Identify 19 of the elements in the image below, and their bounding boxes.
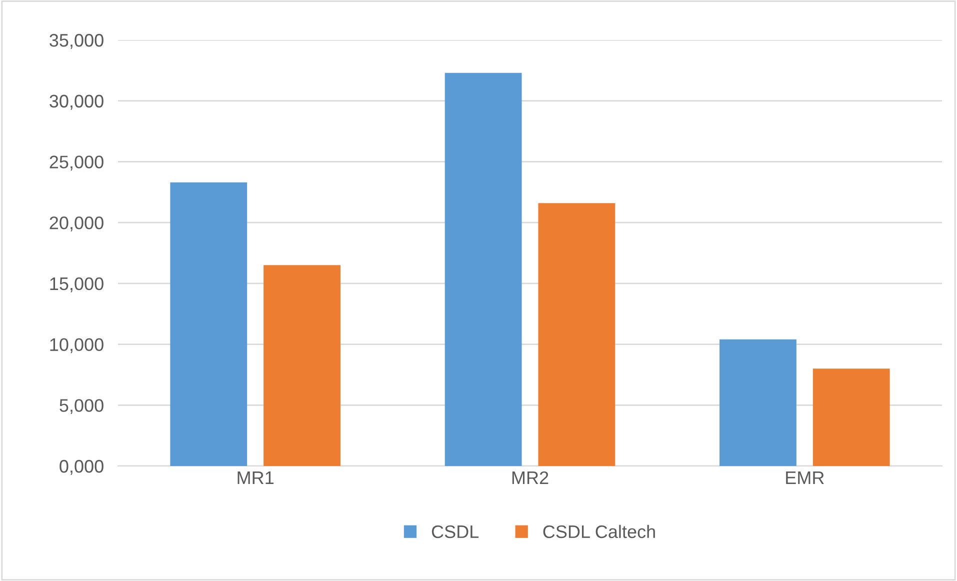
y-tick-label: 0,000 bbox=[60, 460, 104, 475]
x-tick-label: MR1 bbox=[238, 472, 274, 484]
legend-label: CSDL Caltech bbox=[543, 524, 655, 538]
y-tick-label: 25,000 bbox=[50, 156, 104, 171]
y-tick-label: 5,000 bbox=[60, 399, 104, 414]
bar bbox=[170, 182, 248, 466]
y-tick-label: 20,000 bbox=[50, 216, 104, 232]
y-tick-label: 35,000 bbox=[50, 34, 104, 49]
bar bbox=[264, 265, 340, 466]
bar bbox=[720, 339, 796, 466]
x-tick-label: EMR bbox=[786, 472, 824, 484]
y-tick-label: 15,000 bbox=[50, 277, 104, 292]
y-tick-label: 10,000 bbox=[50, 338, 104, 354]
bar bbox=[538, 203, 616, 466]
bar bbox=[444, 72, 522, 466]
y-tick-label: 30,000 bbox=[50, 94, 104, 110]
x-tick-label: MR2 bbox=[512, 471, 548, 484]
bar bbox=[812, 368, 890, 466]
legend-label: CSDL bbox=[432, 525, 479, 538]
